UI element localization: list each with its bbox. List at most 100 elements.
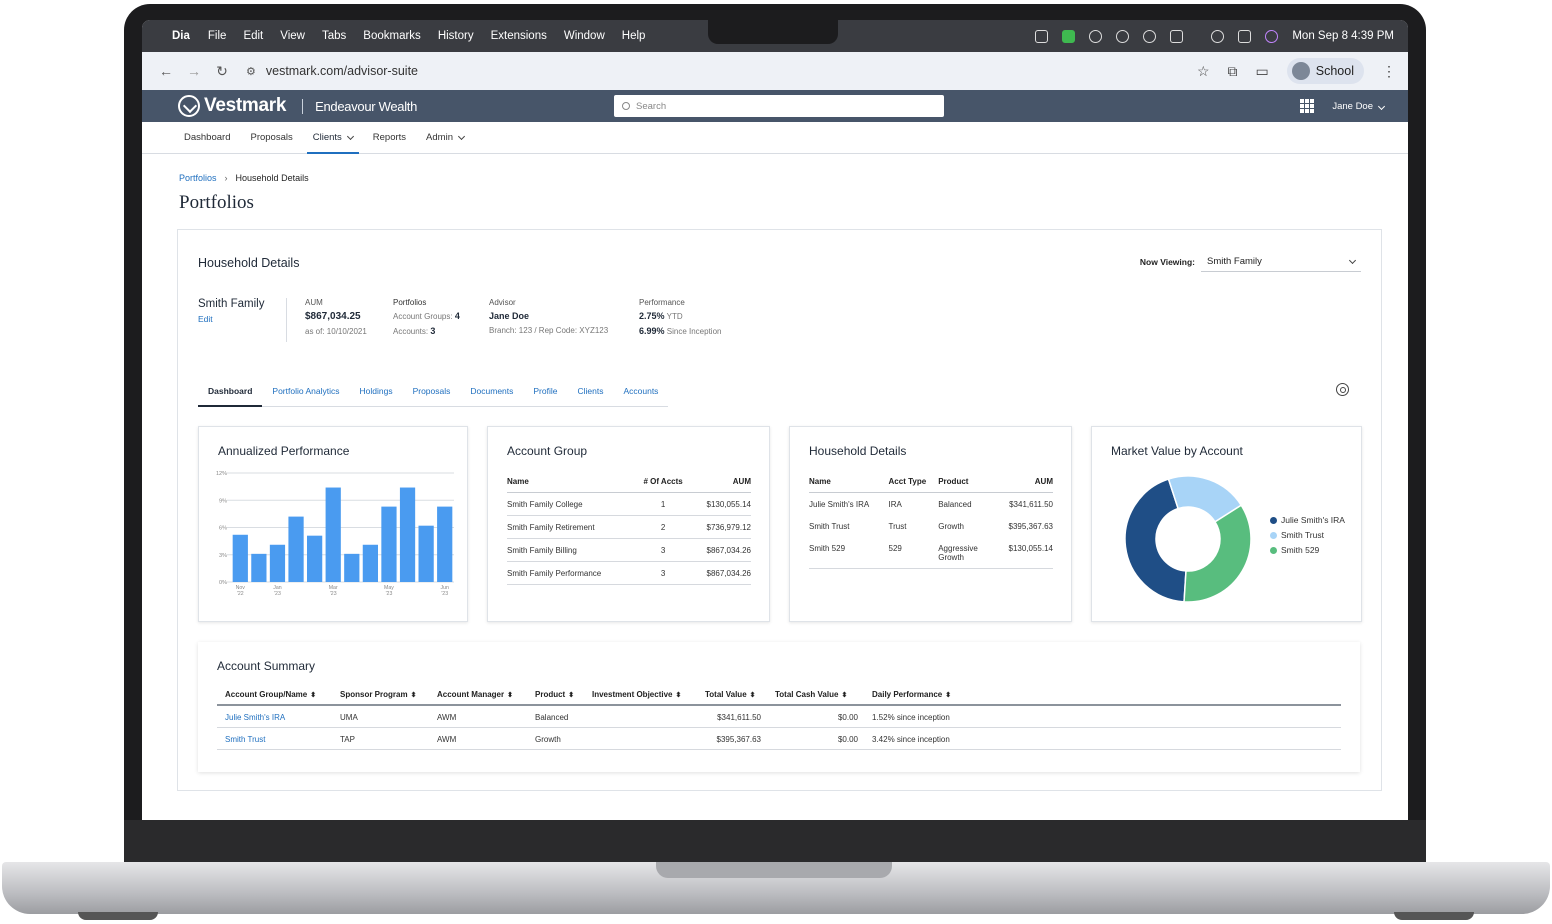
app-launcher-grid-icon[interactable] — [1300, 99, 1315, 113]
col-header-total-value[interactable]: Total Value ⬍ — [697, 686, 767, 706]
col-header-aum[interactable]: AUM — [994, 475, 1053, 493]
col-header-acct-type[interactable]: Acct Type — [888, 475, 939, 493]
battery-icon[interactable] — [1170, 29, 1184, 43]
table-row[interactable]: Smith Family College 1 $130,055.14 — [507, 492, 751, 516]
sort-icon[interactable]: ⬍ — [945, 692, 952, 699]
tab-holdings[interactable]: Holdings — [359, 386, 393, 396]
col-header-product[interactable]: Product ⬍ — [527, 686, 584, 706]
nav-reports[interactable]: Reports — [372, 132, 407, 143]
legend-item[interactable]: Smith 529 — [1270, 545, 1345, 555]
user-menu[interactable]: Jane Doe — [1332, 101, 1386, 112]
advisor-name: Jane Doe — [489, 311, 530, 321]
col-header-sponsor-program[interactable]: Sponsor Program ⬍ — [332, 686, 429, 706]
menu-edit[interactable]: Edit — [243, 30, 264, 42]
household-name: Smith Family — [198, 298, 265, 310]
menu-bookmarks[interactable]: Bookmarks — [363, 30, 421, 42]
account-groups-value: 4 — [454, 311, 460, 321]
play-icon[interactable] — [1143, 29, 1157, 43]
bookmark-star-icon[interactable]: ☆ — [1196, 62, 1210, 79]
col-header-product[interactable]: Product — [938, 475, 995, 493]
table-row[interactable]: Julie Smith's IRA IRA Balanced $341,611.50 — [809, 493, 1053, 516]
sort-icon[interactable]: ⬍ — [507, 692, 513, 699]
sort-icon[interactable]: ⬍ — [310, 692, 317, 699]
back-arrow-icon[interactable]: ← — [159, 63, 173, 79]
menu-history[interactable]: History — [437, 30, 474, 42]
grammarly-icon[interactable] — [1116, 29, 1130, 43]
profile-label: School — [1315, 64, 1354, 78]
col-header-daily-performance[interactable]: Daily Performance ⬍ — [864, 686, 1341, 706]
legend-item[interactable]: Smith Trust — [1270, 530, 1345, 540]
site-settings-icon[interactable]: ⚙ — [246, 65, 256, 78]
menu-file[interactable]: File — [207, 30, 227, 42]
table-row[interactable]: Smith Family Retirement 2 $736,979.12 — [507, 515, 751, 539]
col-header-aum[interactable]: AUM — [690, 475, 751, 493]
control-center-icon[interactable] — [1238, 29, 1252, 43]
menubar-app-name[interactable]: Dia — [172, 30, 190, 42]
sort-icon[interactable]: ⬍ — [568, 692, 575, 699]
menu-view[interactable]: View — [280, 30, 305, 42]
spotlight-search-icon[interactable] — [1211, 29, 1225, 43]
reload-icon[interactable]: ↻ — [216, 62, 228, 79]
breadcrumb-portfolios-link[interactable]: Portfolios — [179, 173, 217, 183]
tab-documents[interactable]: Documents — [470, 386, 514, 396]
sort-icon[interactable]: ⬍ — [841, 692, 848, 699]
table-row[interactable]: Smith Family Billing 3 $867,034.26 — [507, 538, 751, 562]
cell-name: Smith Family College — [507, 492, 637, 516]
tab-accounts[interactable]: Accounts — [623, 386, 659, 396]
extensions-puzzle-icon[interactable]: ⧉ — [1227, 62, 1238, 79]
vestmark-logo-mark-icon — [178, 95, 200, 117]
search-input[interactable]: Search — [614, 95, 944, 117]
table-row[interactable]: Smith Trust TAP AWM Growth $395,367.63 $… — [217, 727, 1341, 750]
menu-help[interactable]: Help — [621, 30, 646, 42]
household-select[interactable]: Smith Family — [1201, 252, 1361, 272]
col-header-name[interactable]: Name — [507, 475, 637, 493]
cell-name: Smith Family Retirement — [507, 515, 637, 539]
sort-icon[interactable]: ⬍ — [675, 692, 682, 699]
account-name-link[interactable]: Julie Smith's IRA — [217, 705, 332, 728]
nav-proposals[interactable]: Proposals — [250, 132, 293, 143]
tab-profile[interactable]: Profile — [533, 386, 558, 396]
profile-button[interactable]: School — [1286, 58, 1364, 84]
status-cloud-icon[interactable] — [1089, 29, 1103, 43]
edit-household-link[interactable]: Edit — [198, 314, 213, 324]
tab-dashboard[interactable]: Dashboard — [198, 380, 263, 407]
forward-arrow-icon[interactable]: → — [187, 63, 201, 79]
tab-clients[interactable]: Clients — [577, 386, 604, 396]
breadcrumb: Portfolios › Household Details — [179, 173, 309, 183]
gear-icon[interactable] — [1336, 383, 1349, 396]
col-header-investment-objective[interactable]: Investment Objective ⬍ — [584, 686, 697, 706]
table-row[interactable]: Julie Smith's IRA UMA AWM Balanced $341,… — [217, 705, 1341, 728]
menu-window[interactable]: Window — [563, 30, 605, 42]
col-header-account-manager[interactable]: Account Manager ⬍ — [429, 686, 527, 706]
legend-item[interactable]: Julie Smith's IRA — [1270, 515, 1345, 525]
vestmark-logo[interactable]: Vestmark Endeavour Wealth — [178, 95, 417, 117]
sort-icon[interactable]: ⬍ — [749, 692, 756, 699]
browser-menu-icon[interactable]: ⋮ — [1382, 62, 1396, 79]
split-view-icon[interactable]: ▭ — [1255, 62, 1269, 79]
table-row[interactable]: Smith Family Performance 3 $867,034.26 — [507, 561, 751, 585]
perf-si-label: Since Inception — [666, 327, 722, 336]
status-app-icon[interactable] — [1035, 29, 1049, 43]
col-header-name[interactable]: Name — [809, 475, 889, 493]
address-bar[interactable]: ⚙ vestmark.com/advisor-suite — [246, 64, 418, 78]
account-group-table: Name # Of Accts AUM Smith Family College… — [507, 475, 751, 585]
nav-dashboard[interactable]: Dashboard — [184, 132, 231, 143]
siri-icon[interactable] — [1265, 29, 1279, 43]
account-name-link[interactable]: Smith Trust — [217, 727, 332, 750]
tab-portfolio-analytics[interactable]: Portfolio Analytics — [272, 386, 340, 396]
col-header-account-group[interactable]: Account Group/Name ⬍ — [217, 686, 332, 706]
status-green-app-icon[interactable] — [1062, 29, 1076, 43]
menu-extensions[interactable]: Extensions — [490, 30, 547, 42]
nav-admin[interactable]: Admin — [426, 122, 466, 154]
url-text[interactable]: vestmark.com/advisor-suite — [265, 64, 418, 78]
legend-dot-trust — [1270, 531, 1277, 539]
col-header-num-accts[interactable]: # Of Accts — [636, 475, 690, 493]
col-header-total-cash-value[interactable]: Total Cash Value ⬍ — [767, 686, 864, 706]
table-row[interactable]: Smith Trust Trust Growth $395,367.63 — [809, 515, 1053, 537]
menu-tabs[interactable]: Tabs — [321, 30, 347, 42]
sort-icon[interactable]: ⬍ — [410, 692, 417, 699]
tab-proposals[interactable]: Proposals — [412, 386, 451, 396]
menubar-clock[interactable]: Mon Sep 8 4:39 PM — [1292, 30, 1394, 42]
nav-clients[interactable]: Clients — [306, 122, 359, 154]
table-row[interactable]: Smith 529 529 Aggressive Growth $130,055.14 — [809, 537, 1053, 569]
